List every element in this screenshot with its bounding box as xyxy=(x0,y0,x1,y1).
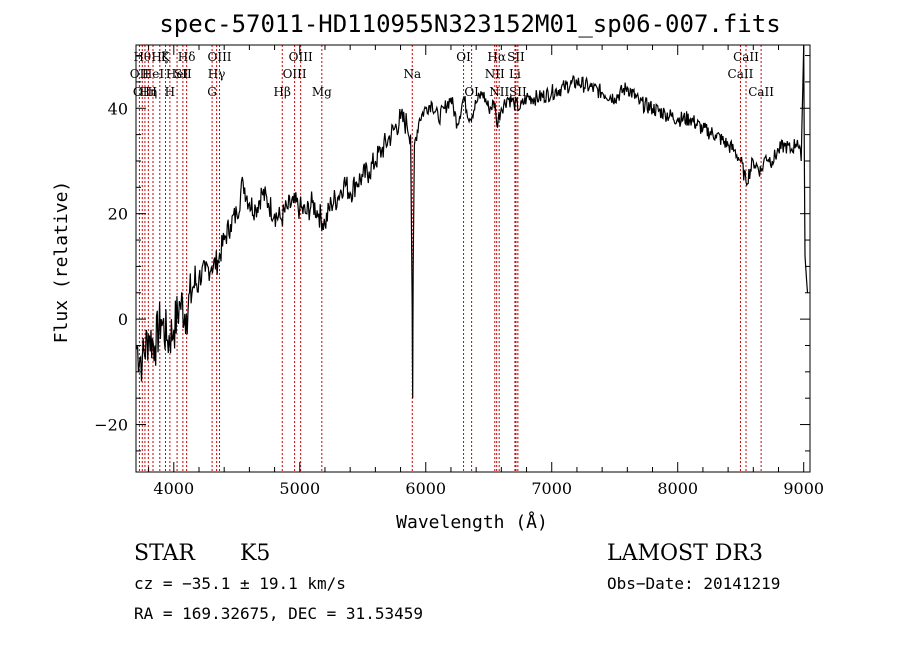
line-label: Hδ xyxy=(178,50,196,64)
line-label: SII xyxy=(509,85,527,99)
line-label: OIII xyxy=(207,50,231,64)
line-label: OIII xyxy=(133,85,157,99)
line-label: K xyxy=(161,50,171,64)
line-label: Hβ xyxy=(274,85,291,99)
line-label: SII xyxy=(507,50,525,64)
line-label: Hθ xyxy=(133,50,151,64)
line-labels: OIIHθOIIIHηHeIHζKHHeISIIHδGHγOIIIHβOIIIO… xyxy=(130,50,775,99)
y-axis: −20 0 20 40 xyxy=(94,55,810,452)
line-label: OI xyxy=(464,85,479,99)
line-label: Hα xyxy=(487,50,506,64)
line-label: Hη xyxy=(140,85,158,99)
line-label: OIII xyxy=(289,50,313,64)
line-label: Na xyxy=(403,67,421,81)
observation-date: Obs−Date: 20141219 xyxy=(607,574,780,593)
line-label: Hγ xyxy=(208,67,226,81)
object-class: STAR xyxy=(134,541,196,566)
line-label: CaII xyxy=(748,85,774,99)
line-label: Li xyxy=(509,67,521,81)
line-label: OIII xyxy=(283,67,307,81)
survey-name: LAMOST DR3 xyxy=(607,541,763,566)
emission-line-markers xyxy=(138,45,762,472)
line-label: NII xyxy=(489,85,509,99)
y-axis-label: Flux (relative) xyxy=(51,181,72,344)
line-label: OI xyxy=(456,50,471,64)
x-tick-label: 5000 xyxy=(279,479,320,498)
line-label: HeI xyxy=(166,67,189,81)
plot-frame xyxy=(135,44,811,473)
line-label: OII xyxy=(130,67,150,81)
line-label: SII xyxy=(174,67,192,81)
chart-title: spec-57011-HD110955N323152M01_sp06-007.f… xyxy=(159,10,780,38)
x-axis: 4000 5000 6000 7000 8000 9000 xyxy=(148,45,824,498)
y-tick-label: −20 xyxy=(94,416,128,435)
y-tick-label: 40 xyxy=(108,99,128,118)
line-label: HeI xyxy=(142,67,165,81)
x-tick-label: 9000 xyxy=(783,479,824,498)
line-label: G xyxy=(207,85,217,99)
y-tick-label: 0 xyxy=(118,310,128,329)
x-tick-label: 8000 xyxy=(657,479,698,498)
line-label: Mg xyxy=(312,85,332,99)
x-tick-label: 4000 xyxy=(153,479,194,498)
redshift-cz: cz = −35.1 ± 19.1 km/s xyxy=(134,574,346,593)
coordinates: RA = 169.32675, DEC = 31.53459 xyxy=(134,604,423,623)
object-subclass: K5 xyxy=(240,541,270,566)
line-label: NII xyxy=(485,67,505,81)
x-tick-label: 6000 xyxy=(405,479,446,498)
x-axis-label: Wavelength (Å) xyxy=(396,511,548,533)
line-label: Hζ xyxy=(151,50,168,64)
x-tick-label: 7000 xyxy=(531,479,572,498)
line-label: CaII xyxy=(728,67,754,81)
line-label: H xyxy=(165,85,175,99)
line-label: CaII xyxy=(733,50,759,64)
y-tick-label: 20 xyxy=(108,205,128,224)
flux-series-line xyxy=(135,44,809,399)
